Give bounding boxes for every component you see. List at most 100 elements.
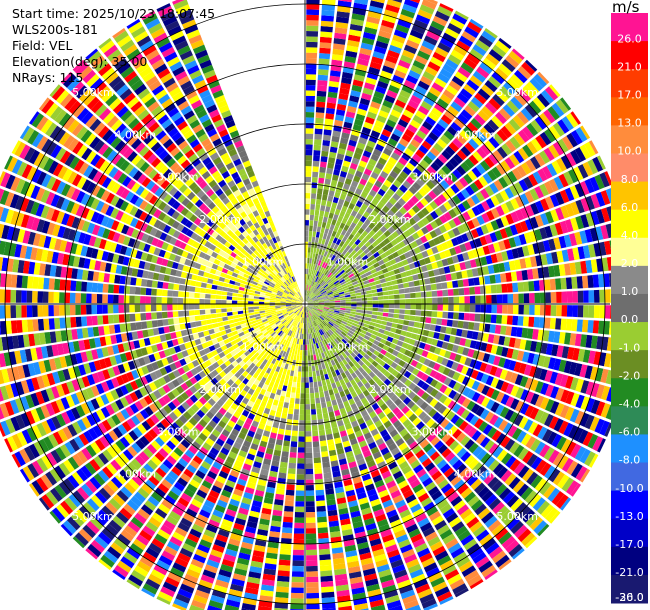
- velocity-gate: [397, 94, 409, 104]
- velocity-gate: [549, 278, 556, 291]
- velocity-gate: [317, 260, 322, 266]
- velocity-gate: [325, 173, 332, 180]
- velocity-gate: [524, 218, 534, 231]
- velocity-gate: [493, 179, 504, 191]
- velocity-gate: [492, 93, 505, 107]
- velocity-gate: [572, 290, 578, 303]
- velocity-gate: [321, 4, 336, 11]
- velocity-gate: [317, 297, 324, 300]
- velocity-gate: [340, 302, 346, 304]
- velocity-gate: [487, 264, 495, 274]
- velocity-gate: [592, 274, 600, 288]
- velocity-gate: [350, 90, 361, 98]
- velocity-gate: [488, 75, 502, 89]
- velocity-gate: [316, 500, 326, 507]
- velocity-gate: [403, 229, 412, 238]
- velocity-gate: [326, 258, 331, 264]
- velocity-gate: [410, 310, 416, 316]
- velocity-gate: [317, 413, 323, 420]
- velocity-gate: [484, 275, 491, 285]
- velocity-gate: [448, 141, 460, 153]
- velocity-gate: [396, 64, 409, 74]
- velocity-gate: [306, 296, 309, 302]
- velocity-gate: [425, 66, 438, 77]
- velocity-gate: [544, 181, 554, 195]
- velocity-gate: [311, 425, 318, 431]
- velocity-gate: [325, 287, 331, 292]
- velocity-gate: [410, 304, 416, 310]
- velocity-gate: [330, 284, 336, 289]
- velocity-gate: [394, 294, 400, 299]
- velocity-gate: [495, 218, 505, 229]
- velocity-gate: [482, 245, 491, 255]
- velocity-gate: [390, 239, 398, 247]
- velocity-gate: [550, 209, 560, 222]
- velocity-gate: [321, 380, 327, 387]
- velocity-gate: [341, 236, 348, 243]
- velocity-gate: [357, 227, 365, 235]
- velocity-gate: [316, 293, 322, 297]
- velocity-gate: [305, 182, 311, 188]
- velocity-gate: [310, 349, 313, 356]
- velocity-gate: [350, 18, 364, 27]
- velocity-gate: [439, 251, 447, 260]
- velocity-gate: [336, 245, 342, 252]
- velocity-gate: [505, 139, 517, 153]
- velocity-gate: [284, 435, 291, 442]
- velocity-gate: [362, 31, 376, 40]
- velocity-gate: [406, 257, 414, 264]
- velocity-gate: [314, 392, 320, 399]
- velocity-gate: [452, 206, 462, 216]
- velocity-gate: [299, 404, 305, 410]
- velocity-gate: [306, 284, 308, 291]
- velocity-gate: [328, 389, 334, 396]
- velocity-gate: [317, 381, 323, 387]
- velocity-gate: [425, 213, 434, 223]
- velocity-gate: [589, 227, 599, 242]
- velocity-gate: [313, 354, 317, 361]
- velocity-gate: [429, 200, 439, 210]
- velocity-gate: [462, 211, 471, 221]
- velocity-gate: [518, 233, 527, 245]
- velocity-gate: [321, 15, 334, 22]
- velocity-gate: [479, 62, 493, 75]
- velocity-gate: [309, 344, 312, 350]
- velocity-gate: [514, 69, 528, 84]
- velocity-gate: [403, 264, 411, 271]
- velocity-gate: [368, 254, 376, 261]
- velocity-gate: [307, 298, 312, 303]
- velocity-gate: [306, 4, 320, 10]
- velocity-gate: [283, 511, 294, 518]
- velocity-gate: [278, 400, 284, 408]
- velocity-gate: [408, 262, 416, 270]
- velocity-gates: [0, 0, 635, 610]
- velocity-gate: [351, 229, 358, 236]
- velocity-gate: [323, 129, 332, 136]
- velocity-gate: [370, 318, 377, 323]
- velocity-gate: [391, 279, 398, 285]
- velocity-gate: [346, 280, 352, 285]
- velocity-gate: [517, 316, 524, 326]
- velocity-gate: [325, 206, 331, 213]
- velocity-gate: [305, 230, 309, 237]
- velocity-gate: [590, 210, 600, 226]
- velocity-gate: [324, 178, 331, 185]
- velocity-gate: [495, 40, 510, 54]
- velocity-gate: [291, 587, 304, 594]
- velocity-gate: [355, 275, 362, 281]
- velocity-gate: [323, 134, 331, 141]
- velocity-gate: [447, 229, 456, 239]
- velocity-gate: [570, 111, 581, 125]
- velocity-gate: [513, 150, 525, 164]
- velocity-gate: [319, 435, 326, 442]
- velocity-gate: [570, 201, 580, 216]
- velocity-gate: [325, 264, 330, 270]
- velocity-gate: [330, 275, 336, 281]
- velocity-gate: [488, 97, 501, 111]
- velocity-gate: [359, 178, 368, 186]
- velocity-gate: [400, 54, 413, 64]
- velocity-gate: [489, 232, 498, 243]
- velocity-gate: [498, 63, 512, 77]
- velocity-gate: [276, 586, 289, 593]
- velocity-gate: [390, 39, 404, 49]
